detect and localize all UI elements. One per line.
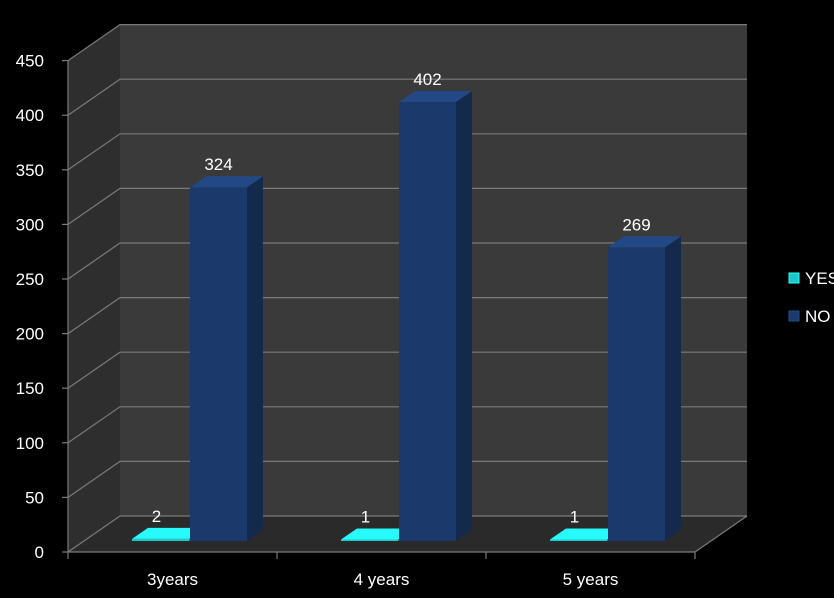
gridline-400 [67,78,747,116]
bar-no-2 [608,247,665,541]
y-tick-label: 300 [16,215,44,234]
legend-label-no: NO [805,307,831,326]
legend-swatch-no [788,310,800,322]
floor-edge-line [694,515,748,553]
bars-group [132,91,681,542]
gridline-350 [67,133,747,171]
x-axis: 3years 4 years 5 years [67,515,748,589]
x-tick-label: 4 years [354,570,410,589]
data-label-no-2: 269 [622,215,650,234]
bar-side-no-2 [665,236,681,541]
x-tick-label: 5 years [563,570,619,589]
y-tick-label: 400 [16,106,44,125]
side-wall-panel [68,24,120,553]
data-label-yes-2: 1 [570,508,579,527]
y-tick-label: 100 [16,434,44,453]
y-tick-label: 250 [16,270,44,289]
gridline-250 [67,242,747,280]
legend-label-yes: YES [805,269,834,288]
legend: YES NO [788,269,834,326]
y-tick-label: 50 [25,488,44,507]
gridline-450 [67,24,747,62]
y-tick-label: 0 [35,543,44,562]
gridline-0 [67,515,747,553]
bar-side-no-1 [456,91,472,542]
data-labels: 2 324 1 402 1 269 [152,70,651,526]
bar-yes-2 [550,539,607,541]
data-label-no-0: 324 [204,155,232,174]
bar-no-0 [190,187,247,541]
bar-yes-1 [341,539,398,541]
gridline-150 [67,351,747,389]
y-tick-label: 350 [16,161,44,180]
y-tick-label: 150 [16,379,44,398]
data-label-yes-1: 1 [361,508,370,527]
legend-swatch-yes [788,272,800,284]
bar-top-yes-1 [341,528,414,540]
x-tick-label: 3years [147,570,198,589]
data-label-yes-0: 2 [152,507,161,526]
y-tick-label: 200 [16,325,44,344]
bar-top-yes-2 [550,528,623,540]
bar-side-no-0 [247,176,263,541]
bar-top-no-2 [608,236,681,248]
bar-top-yes-0 [132,527,205,539]
gridline-50 [67,460,747,498]
y-tick-label: 450 [16,52,44,71]
bar-top-no-1 [399,91,472,103]
gridline-100 [67,406,747,444]
y-axis: 0 50 100 150 200 250 300 350 400 450 [16,24,747,562]
bar-yes-0 [132,538,189,541]
data-label-no-1: 402 [413,70,441,89]
bar-no-1 [399,102,456,542]
gridline-200 [67,297,747,335]
bar-top-no-0 [190,176,263,188]
gridline-300 [67,187,747,225]
